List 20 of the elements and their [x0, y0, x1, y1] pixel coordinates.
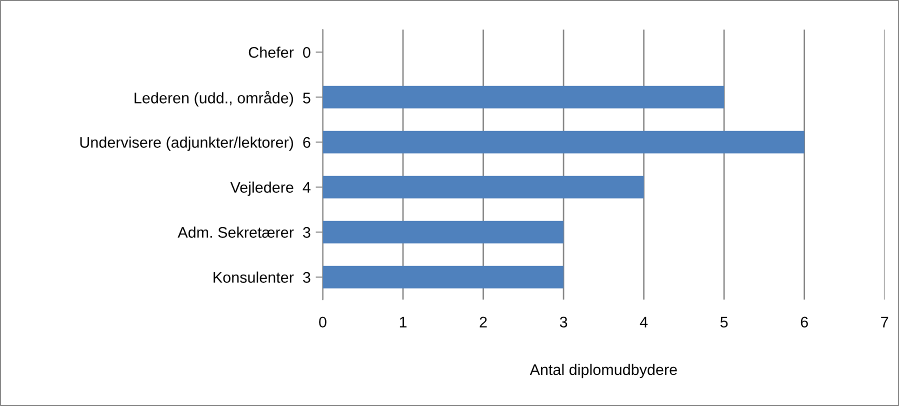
x-axis-title: Antal diplomudbydere — [530, 364, 677, 378]
bar — [322, 176, 644, 198]
bar — [322, 220, 564, 244]
bar — [322, 266, 564, 288]
x-tick-label: 0 — [319, 316, 326, 328]
y-tick-label: Adm. Sekretærer 3 — [178, 226, 310, 238]
x-tick-label: 3 — [560, 316, 568, 328]
x-tick-label: 7 — [881, 316, 888, 328]
x-tick-label: 4 — [640, 316, 648, 328]
x-tick-label: 6 — [800, 316, 808, 328]
y-tick-label: Chefer 0 — [248, 46, 310, 58]
x-tick-label: 5 — [720, 316, 728, 328]
x-tick-label: 1 — [400, 316, 407, 328]
y-tick-label: Konsulenter 3 — [214, 272, 310, 283]
bar — [322, 86, 724, 108]
y-tick-label: Vejledere 4 — [230, 182, 310, 196]
y-tick-label: Undervisere (adjunkter/lektorer) 6 — [80, 136, 310, 151]
bar — [322, 130, 804, 154]
y-tick-label: Lederen (udd., område) 5 — [134, 90, 310, 106]
x-tick-label: 2 — [480, 316, 487, 328]
